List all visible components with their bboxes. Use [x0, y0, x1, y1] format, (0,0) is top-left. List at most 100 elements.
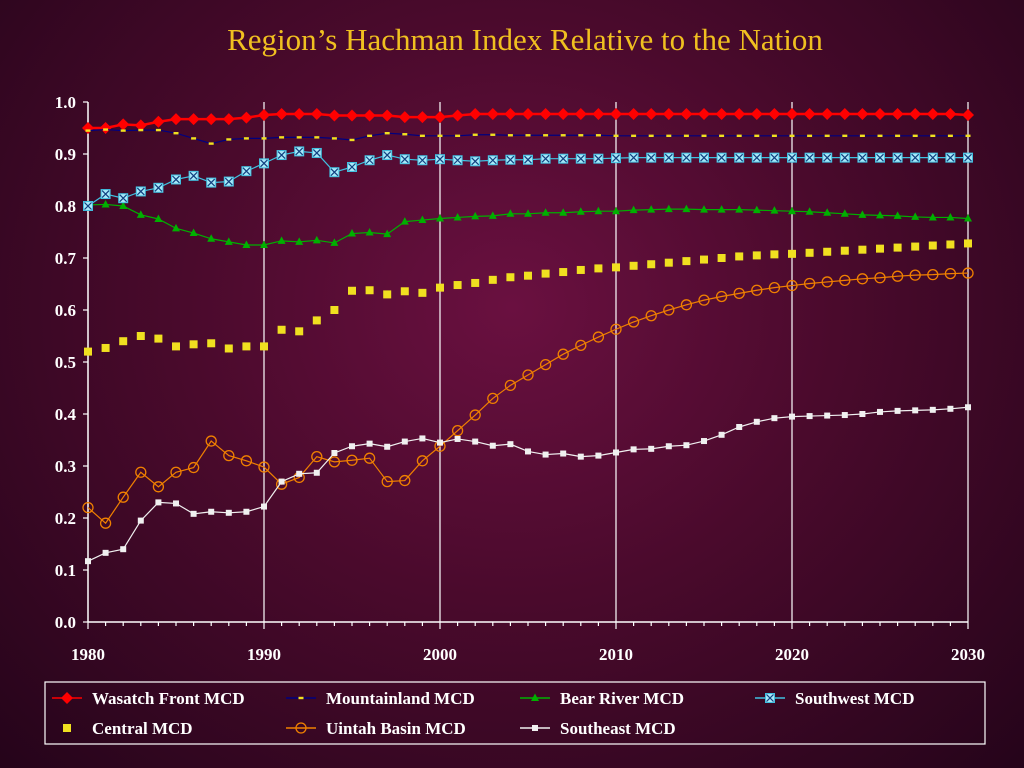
data-point-southeast-mcd [877, 408, 883, 415]
data-point-wasatch-front-mcd [733, 107, 746, 120]
data-point-southeast-mcd [155, 499, 162, 506]
data-point-bear-river-mcd [735, 205, 744, 213]
data-point-mountainland-mcd [965, 134, 971, 137]
data-point-central-mcd [717, 254, 726, 262]
y-tick-label: 0.2 [55, 509, 76, 528]
data-point-mountainland-mcd [103, 128, 109, 131]
series-mountainland-mcd [85, 128, 971, 145]
data-point-central-mcd [823, 247, 832, 256]
data-point-mountainland-mcd [701, 134, 707, 137]
data-point-uintah-basin-mcd [715, 290, 728, 303]
data-point-bear-river-mcd [594, 206, 603, 215]
data-point-central-mcd [277, 325, 286, 334]
series-southeast-mcd [85, 404, 971, 565]
data-point-southeast-mcd [401, 438, 408, 445]
x-tick-label: 1980 [71, 645, 105, 664]
data-point-central-mcd [242, 342, 251, 351]
data-point-central-mcd [365, 286, 374, 295]
data-point-central-mcd [700, 255, 708, 264]
legend-label-central-mcd: Central MCD [92, 719, 193, 738]
data-point-southeast-mcd [384, 443, 391, 450]
data-point-bear-river-mcd [541, 208, 550, 216]
data-point-uintah-basin-mcd [258, 461, 270, 473]
data-point-wasatch-front-mcd [821, 107, 834, 120]
data-point-wasatch-front-mcd [627, 107, 640, 120]
data-point-southwest-mcd-cross [700, 153, 708, 162]
data-point-southwest-mcd-cross [823, 153, 832, 162]
data-point-mountainland-mcd [877, 134, 883, 137]
data-point-bear-river-mcd [260, 240, 268, 248]
data-point-southwest-mcd-cross [541, 154, 550, 163]
data-point-wasatch-front-mcd [662, 107, 675, 120]
data-point-central-mcd [312, 316, 321, 325]
data-point-mountainland-mcd [613, 134, 619, 137]
data-point-mountainland-mcd [560, 134, 566, 137]
data-point-mountainland-mcd [525, 134, 531, 137]
data-point-southeast-mcd [736, 424, 743, 430]
data-point-southeast-mcd [437, 439, 443, 446]
data-point-uintah-basin-mcd [187, 461, 200, 474]
data-point-southeast-mcd [595, 452, 602, 459]
data-point-mountainland-mcd [578, 134, 584, 137]
data-point-mountainland-mcd [279, 136, 285, 139]
data-point-bear-river-mcd [471, 211, 480, 220]
legend-item-southwest-mcd: Southwest MCD [755, 689, 914, 708]
data-point-mountainland-mcd [824, 134, 830, 137]
data-point-southeast-mcd [454, 435, 461, 442]
data-point-central-mcd [964, 239, 972, 248]
data-point-southwest-mcd-cross [506, 155, 515, 164]
data-point-uintah-basin-mcd [768, 281, 781, 294]
data-point-central-mcd [770, 250, 779, 259]
data-point-wasatch-front-mcd [592, 107, 605, 120]
data-point-southeast-mcd [120, 546, 127, 553]
data-point-uintah-basin-mcd [399, 474, 411, 487]
data-point-southeast-mcd [718, 431, 725, 438]
data-point-mountainland-mcd [736, 134, 742, 137]
data-point-bear-river-mcd [524, 209, 532, 217]
data-point-southeast-mcd [665, 443, 672, 450]
legend-item-southeast-mcd: Southeast MCD [520, 719, 676, 738]
data-point-mountainland-mcd [631, 134, 637, 137]
data-point-mountainland-mcd [349, 138, 355, 142]
data-point-mountainland-mcd [226, 138, 232, 141]
data-point-bear-river-mcd [805, 207, 814, 215]
data-point-bear-river-mcd [876, 210, 884, 219]
legend-label-southeast-mcd: Southeast MCD [560, 719, 676, 738]
data-point-southeast-mcd [243, 508, 250, 515]
data-point-southwest-mcd-cross [682, 153, 691, 162]
data-point-uintah-basin-mcd [240, 455, 253, 467]
data-point-uintah-basin-mcd [135, 466, 147, 478]
data-point-wasatch-front-mcd [838, 107, 851, 120]
data-point-uintah-basin-mcd [839, 274, 851, 287]
data-point-central-mcd [471, 278, 480, 287]
data-point-bear-river-mcd [365, 228, 374, 236]
data-point-wasatch-front-mcd [187, 113, 200, 126]
data-point-southeast-mcd [824, 412, 831, 419]
data-point-mountainland-mcd [595, 134, 601, 137]
data-point-central-mcd [101, 343, 110, 352]
data-point-southwest-mcd-cross [471, 157, 480, 166]
y-tick-label: 0.0 [55, 613, 76, 632]
legend-marker-southeast-mcd [532, 725, 538, 731]
data-point-central-mcd [260, 342, 268, 351]
data-point-wasatch-front-mcd [768, 107, 781, 120]
data-point-uintah-basin-mcd [962, 267, 974, 279]
data-point-central-mcd [629, 261, 638, 270]
data-point-mountainland-mcd [243, 137, 249, 140]
data-point-wasatch-front-mcd [293, 107, 306, 120]
data-point-wasatch-front-mcd [962, 109, 974, 121]
data-point-wasatch-front-mcd [205, 113, 218, 126]
data-point-mountainland-mcd [771, 134, 777, 137]
data-point-uintah-basin-mcd [891, 270, 904, 282]
data-point-southwest-mcd-cross [524, 155, 532, 164]
legend-marker-mountainland-mcd [298, 696, 304, 700]
data-point-wasatch-front-mcd [152, 115, 165, 128]
data-point-southwest-mcd-cross [664, 153, 673, 162]
data-point-southwest-mcd-cross [840, 153, 849, 162]
data-point-southeast-mcd [841, 412, 848, 419]
data-point-southwest-mcd-cross [735, 153, 744, 162]
data-point-mountainland-mcd [85, 129, 91, 132]
data-point-bear-river-mcd [295, 237, 304, 245]
data-point-central-mcd [224, 344, 233, 353]
data-point-wasatch-front-mcd [539, 107, 552, 120]
